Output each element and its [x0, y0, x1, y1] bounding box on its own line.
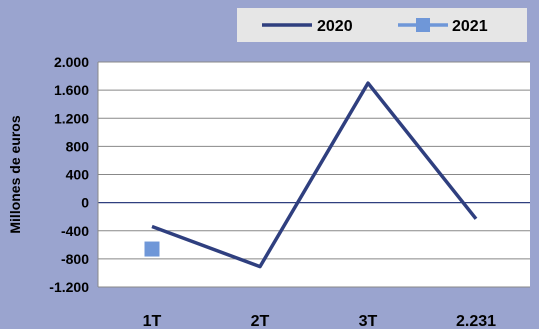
legend-label: 2020	[317, 18, 353, 35]
legend-label: 2021	[452, 18, 488, 35]
y-tick-label: 1.200	[54, 110, 89, 126]
y-tick-label: -800	[61, 251, 89, 267]
y-tick-label: -1.200	[49, 279, 89, 295]
y-tick-label: 800	[66, 138, 90, 154]
x-tick-label: 2T	[251, 313, 270, 329]
data-point-2021	[144, 241, 160, 257]
x-tick-label: 1T	[143, 313, 162, 329]
x-tick-label: 2.231	[456, 313, 496, 329]
y-axis-title: Millones de euros	[7, 115, 23, 233]
y-tick-label: 1.600	[54, 82, 89, 98]
y-tick-label: 400	[66, 167, 90, 183]
legend-swatch-marker-2021	[416, 18, 430, 32]
series-line-2020	[151, 81, 478, 269]
y-tick-label: -400	[61, 223, 89, 239]
y-tick-label: 2.000	[54, 54, 89, 70]
x-tick-label: 3T	[359, 313, 378, 329]
y-tick-label: 0	[81, 195, 89, 211]
